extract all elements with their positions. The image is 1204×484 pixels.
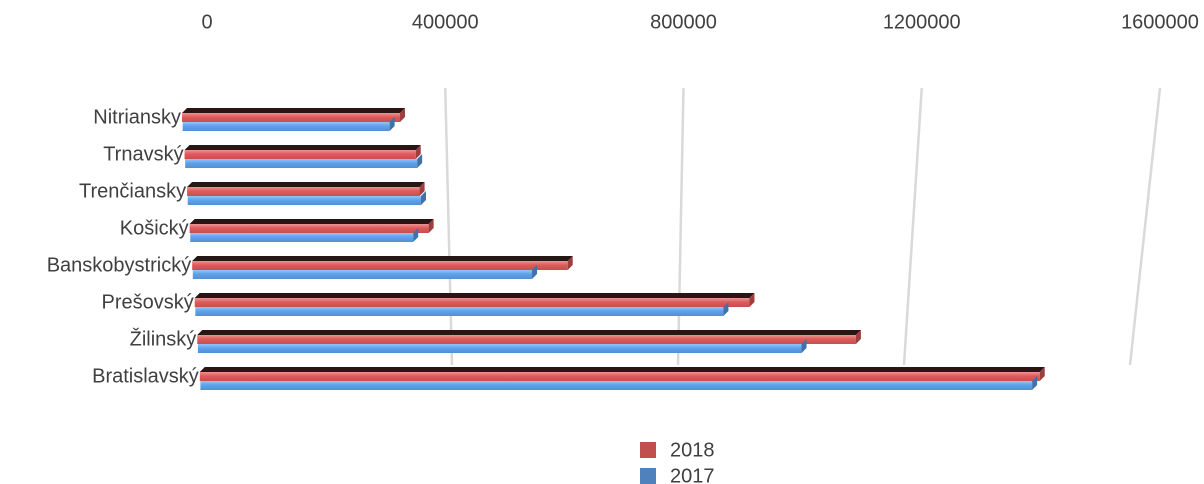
x-tick-label: 1200000 <box>883 11 961 33</box>
bar-2017 <box>182 117 395 131</box>
bar-2017 <box>185 154 423 168</box>
gridline <box>902 87 923 366</box>
category-label: Prešovský <box>101 291 193 313</box>
gridline <box>1128 87 1162 366</box>
category-label: Bratislavský <box>92 365 199 387</box>
bar-2018 <box>199 367 1045 381</box>
legend-swatch-2017 <box>640 468 656 484</box>
x-tick-label: 400000 <box>412 11 479 33</box>
bar-2018 <box>192 256 573 270</box>
bar-2018 <box>197 330 861 344</box>
gridline <box>444 87 454 366</box>
bar-2017 <box>192 265 538 279</box>
gridlines <box>444 87 1162 366</box>
category-label: Košický <box>120 217 189 239</box>
bar-2017 <box>200 376 1038 390</box>
bar-2018 <box>189 219 434 233</box>
legend-label: 2017 <box>670 465 715 484</box>
bar-2017 <box>187 191 426 205</box>
gridline <box>676 87 685 366</box>
legend-label: 2018 <box>670 439 715 461</box>
category-labels: Nitriansky Trnavský Trenčiansky Košický Bans… <box>47 106 199 387</box>
bar-2018 <box>187 182 425 196</box>
bar-2018 <box>182 108 406 122</box>
x-tick-label: 800000 <box>650 11 717 33</box>
bars <box>182 108 1045 390</box>
bar-2017 <box>195 302 729 316</box>
category-label: Žilinský <box>130 327 197 350</box>
x-axis-tick-labels: 0 400000 800000 1200000 1600000 <box>201 11 1199 33</box>
bar-2017 <box>197 339 807 353</box>
x-tick-label: 0 <box>201 11 212 33</box>
bar-2018 <box>194 293 755 307</box>
legend-swatch-2018 <box>640 442 656 458</box>
category-label: Trenčiansky <box>79 180 186 202</box>
x-tick-label: 1600000 <box>1121 11 1199 33</box>
bar-2017 <box>190 228 419 242</box>
category-label: Banskobystrický <box>47 254 192 276</box>
category-label: Trnavský <box>103 143 183 165</box>
bar-2018 <box>184 145 421 159</box>
category-label: Nitriansky <box>93 106 181 128</box>
legend: 2018 2017 <box>640 439 715 484</box>
